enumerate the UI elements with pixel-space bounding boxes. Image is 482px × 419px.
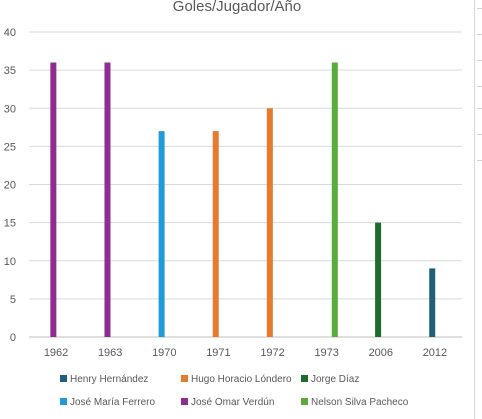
y-tick-label: 35 xyxy=(4,65,16,77)
bar xyxy=(375,222,382,337)
legend[interactable]: Henry Hernández Hugo Horacio Lóndero Jorge… xyxy=(60,374,409,408)
legend-item[interactable]: José Omar Verdún xyxy=(181,397,274,408)
y-tick-label: 5 xyxy=(10,294,16,306)
legend-swatch xyxy=(301,398,308,405)
x-tick-label: 1970 xyxy=(152,347,176,359)
strip-tick xyxy=(477,160,482,161)
gridlines xyxy=(29,31,462,338)
y-tick-label: 10 xyxy=(4,256,16,268)
y-tick-label: 25 xyxy=(4,141,16,153)
strip-tick xyxy=(477,134,482,135)
legend-item[interactable]: Henry Hernández xyxy=(60,374,148,385)
strip-tick xyxy=(477,34,482,35)
scroll-strip xyxy=(474,0,482,419)
y-tick-label: 20 xyxy=(4,180,16,192)
legend-label: Henry Hernández xyxy=(70,374,148,385)
bar xyxy=(50,62,57,337)
x-tick-label: 2006 xyxy=(369,347,393,359)
x-tick-label: 1962 xyxy=(44,347,68,359)
strip-tick xyxy=(477,108,482,109)
legend-swatch xyxy=(181,398,188,405)
legend-label: Jorge Díaz xyxy=(311,374,359,385)
bar xyxy=(104,62,111,337)
legend-label: José Omar Verdún xyxy=(191,397,274,408)
y-tick-label: 40 xyxy=(4,27,16,39)
x-tick-label: 1972 xyxy=(260,347,284,359)
legend-swatch xyxy=(181,375,188,382)
y-tick-label: 0 xyxy=(10,332,16,344)
x-axis-ticks: 1962 1963 1970 1971 1972 1973 2006 2012 xyxy=(44,347,447,359)
legend-item[interactable]: Jorge Díaz xyxy=(301,374,359,385)
chart-title: Goles/Jugador/Año xyxy=(173,0,301,15)
strip-tick xyxy=(477,60,482,61)
legend-swatch xyxy=(60,398,67,405)
legend-item[interactable]: Nelson Silva Pacheco xyxy=(301,397,409,408)
bar xyxy=(212,131,219,337)
y-tick-label: 15 xyxy=(4,218,16,230)
x-tick-label: 1963 xyxy=(98,347,122,359)
legend-item[interactable]: Hugo Horacio Lóndero xyxy=(181,374,292,385)
y-tick-label: 30 xyxy=(4,103,16,115)
bar xyxy=(331,62,338,337)
y-axis-ticks: 0 5 10 15 20 25 30 35 40 xyxy=(4,27,16,344)
bar xyxy=(429,268,436,337)
bar xyxy=(158,131,165,337)
bar xyxy=(266,108,273,337)
x-tick-label: 1971 xyxy=(206,347,230,359)
legend-swatch xyxy=(60,375,67,382)
bars xyxy=(50,62,436,337)
x-tick-label: 1973 xyxy=(314,347,338,359)
legend-swatch xyxy=(301,375,308,382)
legend-label: José María Ferrero xyxy=(70,397,155,408)
strip-tick xyxy=(477,86,482,87)
legend-label: Hugo Horacio Lóndero xyxy=(191,374,292,385)
legend-item[interactable]: José María Ferrero xyxy=(60,397,155,408)
x-tick-label: 2012 xyxy=(423,347,447,359)
strip-tick xyxy=(477,8,482,9)
legend-label: Nelson Silva Pacheco xyxy=(311,397,409,408)
